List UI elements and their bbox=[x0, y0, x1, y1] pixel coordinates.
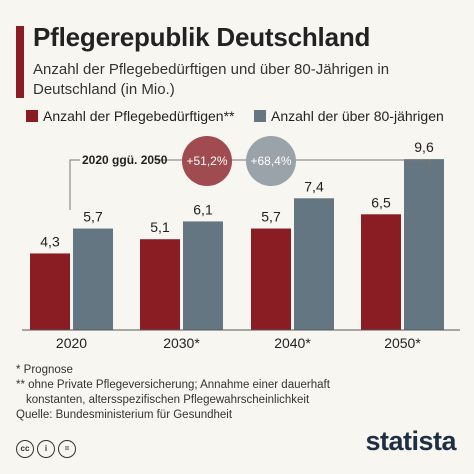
equals-icon[interactable]: = bbox=[58, 440, 76, 458]
x-tick-label: 2050* bbox=[384, 335, 421, 351]
change-badge bbox=[246, 136, 296, 186]
footnotes: * Prognose ** ohne Private Pflegeversich… bbox=[16, 363, 456, 423]
legend-swatch bbox=[254, 110, 266, 122]
change-badge-label: +51,2% bbox=[186, 154, 227, 168]
footnote-prognose: * Prognose bbox=[16, 364, 73, 376]
annotation-label: 2020 ggü. 2050 bbox=[82, 153, 168, 167]
bar-ueber80-3[interactable] bbox=[404, 159, 444, 330]
footnote-note-1: ** ohne Private Pflegeversicherung; Anna… bbox=[16, 379, 330, 391]
data-label: 4,3 bbox=[40, 233, 60, 249]
bar-ueber80-2[interactable] bbox=[294, 198, 334, 330]
x-tick-label: 2030* bbox=[163, 335, 200, 351]
data-label: 7,4 bbox=[304, 178, 324, 194]
by-icon[interactable]: i bbox=[37, 440, 55, 458]
x-tick-label: 2040* bbox=[274, 335, 311, 351]
bar-ueber80-0[interactable] bbox=[73, 228, 113, 330]
bar-pflege-0[interactable] bbox=[30, 253, 70, 330]
data-label: 5,7 bbox=[261, 209, 281, 225]
cc-icon[interactable]: cc bbox=[16, 440, 34, 458]
data-label: 9,6 bbox=[414, 139, 434, 155]
change-badge-label: +68,4% bbox=[250, 154, 291, 168]
annotation-bracket-left bbox=[69, 159, 80, 210]
license-icons: cc i = bbox=[16, 438, 79, 458]
data-label: 5,1 bbox=[150, 219, 170, 235]
bar-pflege-1[interactable] bbox=[140, 239, 180, 330]
data-label: 5,7 bbox=[83, 209, 103, 225]
page-title: Pflegerepublik Deutschland bbox=[33, 22, 371, 52]
title-accent-bar bbox=[16, 26, 24, 98]
bar-ueber80-1[interactable] bbox=[183, 221, 223, 330]
page-subtitle: Anzahl der Pflegebedürftigen und über 80… bbox=[33, 61, 390, 98]
legend-item-ueber-80: Anzahl der über 80-jährigen bbox=[254, 108, 444, 124]
source-line: Quelle: Bundesministerium für Gesundheit bbox=[16, 409, 233, 421]
change-badge bbox=[182, 136, 232, 186]
data-label: 6,1 bbox=[193, 201, 213, 217]
bar-chart: 4,3 5,7 2020 5,1 6,1 2030* 5,7 7,4 2040* 6,5 9,6 20… bbox=[22, 136, 460, 351]
legend-label: Anzahl der Pflegebedürftigen** bbox=[43, 108, 235, 124]
x-tick-label: 2020 bbox=[56, 335, 87, 351]
data-label: 6,5 bbox=[371, 194, 391, 210]
footnote-note-2: konstanten, altersspezifischen Pflegewah… bbox=[26, 394, 310, 406]
legend-label: Anzahl der über 80-jährigen bbox=[271, 108, 444, 124]
legend-swatch bbox=[26, 110, 38, 122]
legend-item-pflegebeduerftige: Anzahl der Pflegebedürftigen** bbox=[26, 108, 234, 124]
bar-pflege-2[interactable] bbox=[251, 228, 291, 330]
statista-logo[interactable]: statista bbox=[365, 426, 456, 456]
bar-pflege-3[interactable] bbox=[361, 214, 401, 330]
